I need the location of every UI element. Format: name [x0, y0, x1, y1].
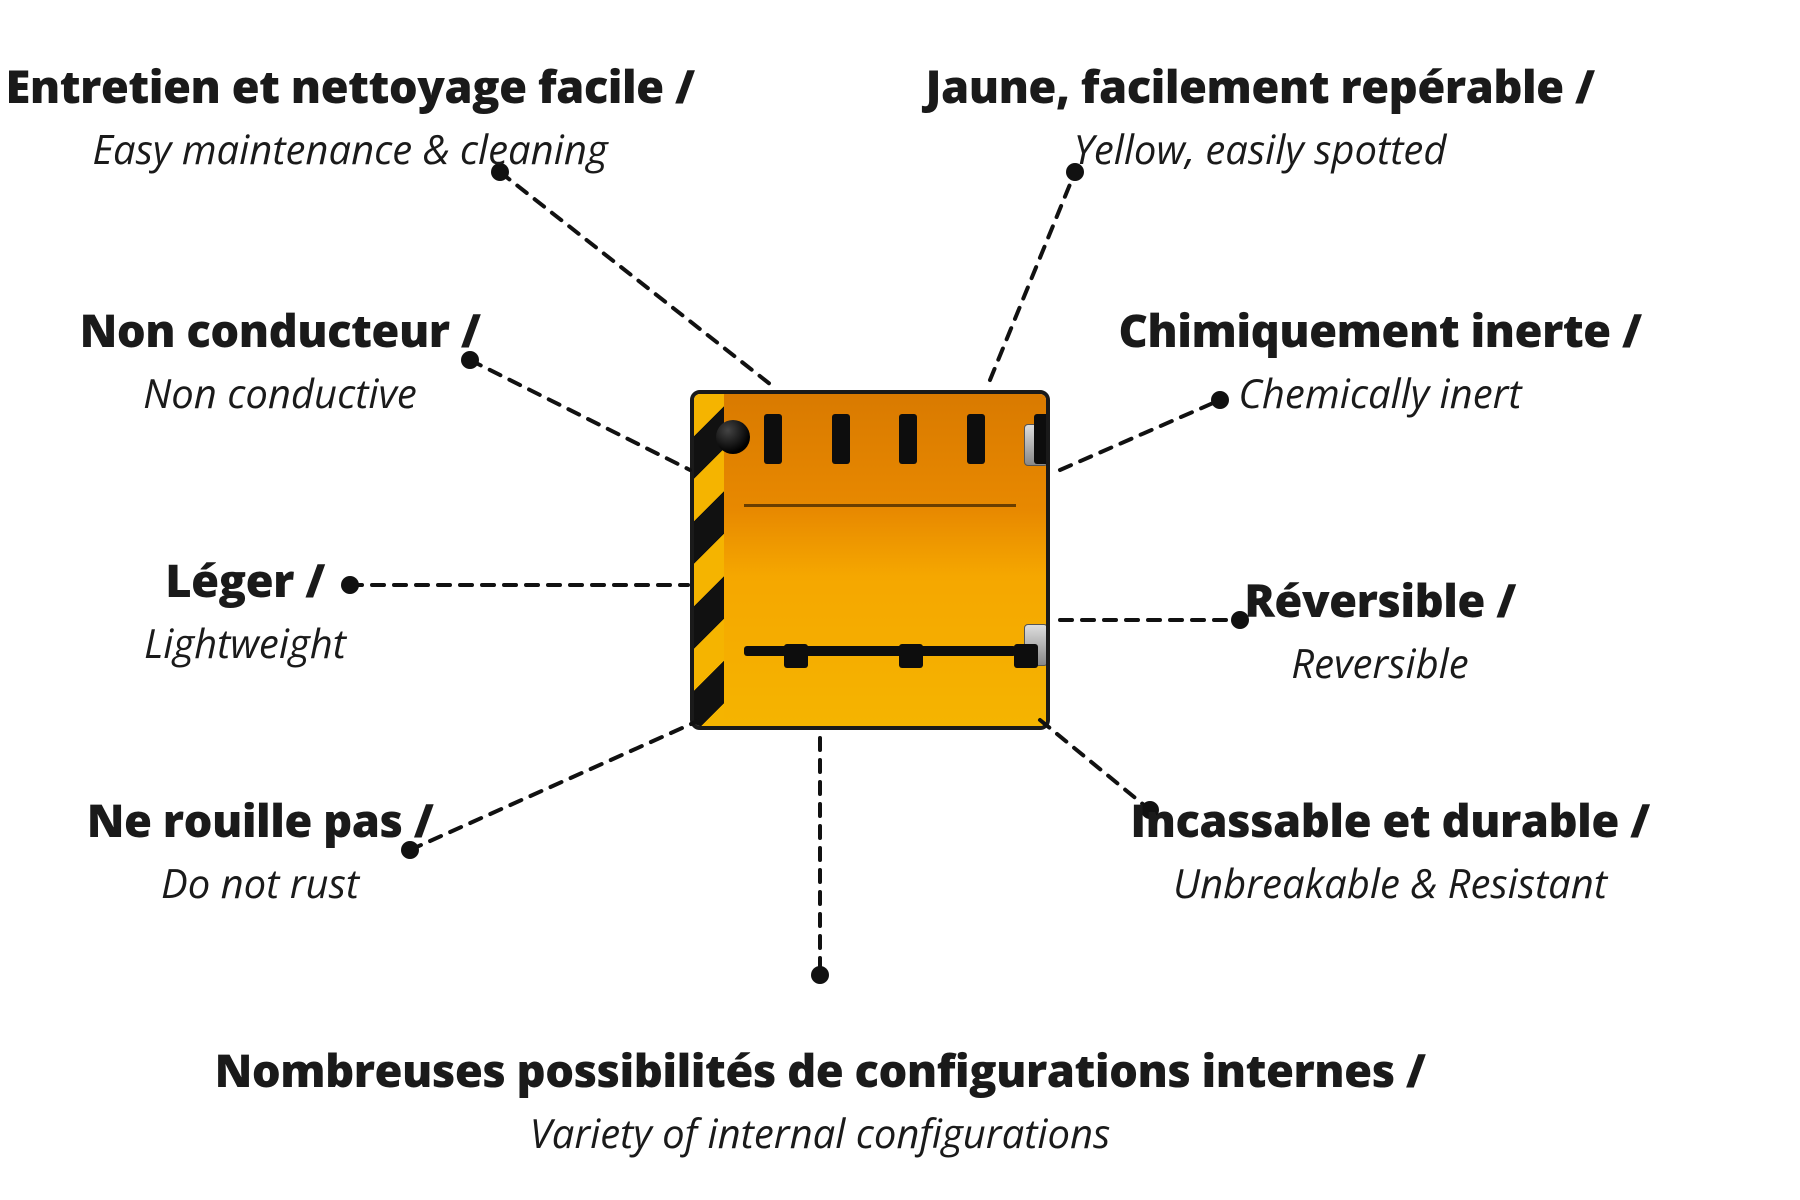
callout-fr-label: Entretien et nettoyage facile / — [5, 56, 694, 117]
callout-fr-label: Chimiquement inerte / — [1118, 300, 1641, 361]
callout-fr-label: Incassable et durable / — [1130, 790, 1649, 851]
callout-unbreakable: Incassable et durable /Unbreakable & Res… — [1130, 790, 1649, 910]
callout-fr-label: Jaune, facilement repérable / — [926, 56, 1595, 117]
callout-en-label: Yellow, easily spotted — [926, 121, 1595, 176]
callout-chemically-inert: Chimiquement inerte /Chemically inert — [1118, 300, 1641, 420]
callout-fr-label: Nombreuses possibilités de configuration… — [215, 1040, 1426, 1101]
connector-line — [990, 172, 1075, 380]
connector-line — [470, 360, 690, 470]
callout-fr-label: Non conducteur / — [80, 300, 481, 361]
callout-en-label: Unbreakable & Resistant — [1130, 855, 1649, 910]
callout-no-rust: Ne rouille pas /Do not rust — [87, 790, 434, 910]
callout-en-label: Easy maintenance & cleaning — [5, 121, 694, 176]
callout-en-label: Non conductive — [80, 365, 481, 420]
callout-yellow: Jaune, facilement repérable /Yellow, eas… — [926, 56, 1595, 176]
hook-icon — [967, 414, 985, 464]
callout-en-label: Variety of internal configurations — [215, 1105, 1426, 1160]
callout-nonconductive: Non conducteur /Non conductive — [80, 300, 481, 420]
clip-icon — [899, 644, 923, 668]
hook-icon — [899, 414, 917, 464]
callout-fr-label: Réversible / — [1244, 570, 1515, 631]
connector-line — [410, 720, 700, 850]
hook-icon — [832, 414, 850, 464]
product-interior — [724, 394, 1046, 726]
product-box — [690, 390, 1050, 730]
hook-icon — [1034, 414, 1050, 464]
product-frame — [690, 390, 1050, 730]
callout-fr-label: Ne rouille pas / — [87, 790, 434, 851]
callout-en-label: Lightweight — [144, 615, 346, 670]
callout-fr-label: Léger / — [144, 550, 346, 611]
clip-icon — [1014, 644, 1038, 668]
clip-icon — [784, 644, 808, 668]
callout-en-label: Do not rust — [87, 855, 434, 910]
callout-reversible: Réversible /Reversible — [1244, 570, 1515, 690]
callout-en-label: Chemically inert — [1118, 365, 1641, 420]
callout-configurations: Nombreuses possibilités de configuration… — [215, 1040, 1426, 1160]
diagram-stage: Entretien et nettoyage facile /Easy main… — [0, 0, 1800, 1200]
connector-dot — [811, 966, 829, 984]
connector-line — [500, 172, 775, 388]
callout-lightweight: Léger /Lightweight — [144, 550, 346, 670]
callout-maintenance: Entretien et nettoyage facile /Easy main… — [5, 56, 694, 176]
callout-en-label: Reversible — [1244, 635, 1515, 690]
hook-icon — [764, 414, 782, 464]
